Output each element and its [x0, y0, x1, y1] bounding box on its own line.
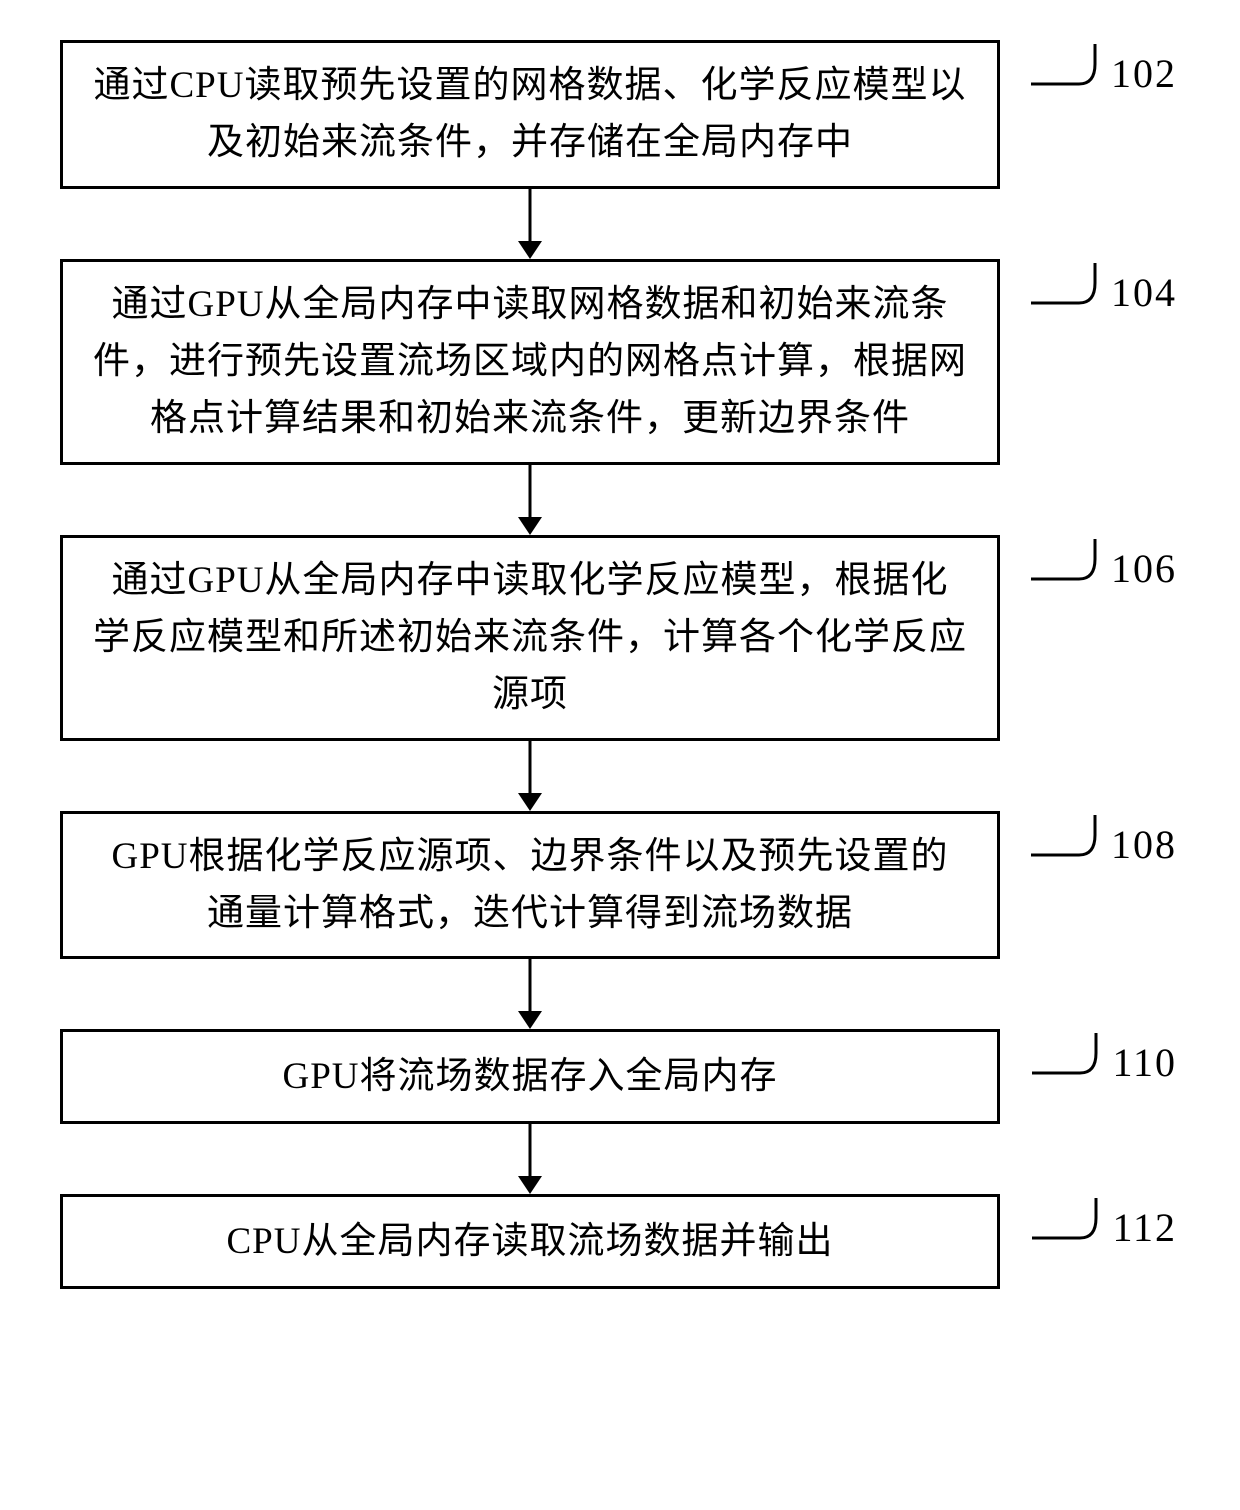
step-text: 通过CPU读取预先设置的网格数据、化学反应模型以及初始来流条件，并存储在全局内存…	[93, 57, 967, 172]
step-number-label: 102	[1111, 50, 1177, 97]
flowchart-step: 通过GPU从全局内存中读取化学反应模型，根据化学反应模型和所述初始来流条件，计算…	[60, 535, 1180, 741]
step-text: GPU根据化学反应源项、边界条件以及预先设置的通量计算格式，迭代计算得到流场数据	[93, 828, 967, 943]
step-label-connector: 112	[1032, 1194, 1177, 1251]
flow-arrow	[60, 959, 1000, 1029]
step-box: 通过CPU读取预先设置的网格数据、化学反应模型以及初始来流条件，并存储在全局内存…	[60, 40, 1000, 189]
step-box: 通过GPU从全局内存中读取化学反应模型，根据化学反应模型和所述初始来流条件，计算…	[60, 535, 1000, 741]
arrow-down-icon	[510, 189, 550, 259]
step-number-label: 104	[1111, 269, 1177, 316]
connector-bracket-icon	[1031, 535, 1103, 583]
connector-bracket-icon	[1031, 40, 1103, 88]
connector-bracket-icon	[1031, 259, 1103, 307]
step-text: 通过GPU从全局内存中读取化学反应模型，根据化学反应模型和所述初始来流条件，计算…	[93, 552, 967, 724]
step-text: CPU从全局内存读取流场数据并输出	[227, 1213, 834, 1270]
step-number-label: 110	[1112, 1039, 1177, 1086]
arrow-down-icon	[510, 465, 550, 535]
step-label-connector: 102	[1031, 40, 1177, 97]
flowchart-step: GPU将流场数据存入全局内存 110	[60, 1029, 1180, 1124]
step-label-connector: 110	[1032, 1029, 1177, 1086]
flow-arrow	[60, 465, 1000, 535]
step-text: GPU将流场数据存入全局内存	[282, 1048, 777, 1105]
flow-arrow	[60, 189, 1000, 259]
step-label-connector: 104	[1031, 259, 1177, 316]
flow-arrow	[60, 1124, 1000, 1194]
arrow-down-icon	[510, 741, 550, 811]
connector-bracket-icon	[1031, 811, 1103, 859]
step-number-label: 106	[1111, 545, 1177, 592]
step-box: GPU将流场数据存入全局内存 110	[60, 1029, 1000, 1124]
step-box: GPU根据化学反应源项、边界条件以及预先设置的通量计算格式，迭代计算得到流场数据…	[60, 811, 1000, 960]
step-text: 通过GPU从全局内存中读取网格数据和初始来流条件，进行预先设置流场区域内的网格点…	[93, 276, 967, 448]
connector-bracket-icon	[1032, 1029, 1104, 1077]
flowchart-step: 通过GPU从全局内存中读取网格数据和初始来流条件，进行预先设置流场区域内的网格点…	[60, 259, 1180, 465]
step-box: CPU从全局内存读取流场数据并输出 112	[60, 1194, 1000, 1289]
arrow-down-icon	[510, 1124, 550, 1194]
flowchart-step: 通过CPU读取预先设置的网格数据、化学反应模型以及初始来流条件，并存储在全局内存…	[60, 40, 1180, 189]
flowchart-step: GPU根据化学反应源项、边界条件以及预先设置的通量计算格式，迭代计算得到流场数据…	[60, 811, 1180, 960]
connector-bracket-icon	[1032, 1194, 1104, 1242]
step-number-label: 112	[1112, 1204, 1177, 1251]
arrow-down-icon	[510, 959, 550, 1029]
step-label-connector: 106	[1031, 535, 1177, 592]
step-box: 通过GPU从全局内存中读取网格数据和初始来流条件，进行预先设置流场区域内的网格点…	[60, 259, 1000, 465]
step-label-connector: 108	[1031, 811, 1177, 868]
flow-arrow	[60, 741, 1000, 811]
flowchart-container: 通过CPU读取预先设置的网格数据、化学反应模型以及初始来流条件，并存储在全局内存…	[60, 40, 1180, 1289]
step-number-label: 108	[1111, 821, 1177, 868]
flowchart-step: CPU从全局内存读取流场数据并输出 112	[60, 1194, 1180, 1289]
